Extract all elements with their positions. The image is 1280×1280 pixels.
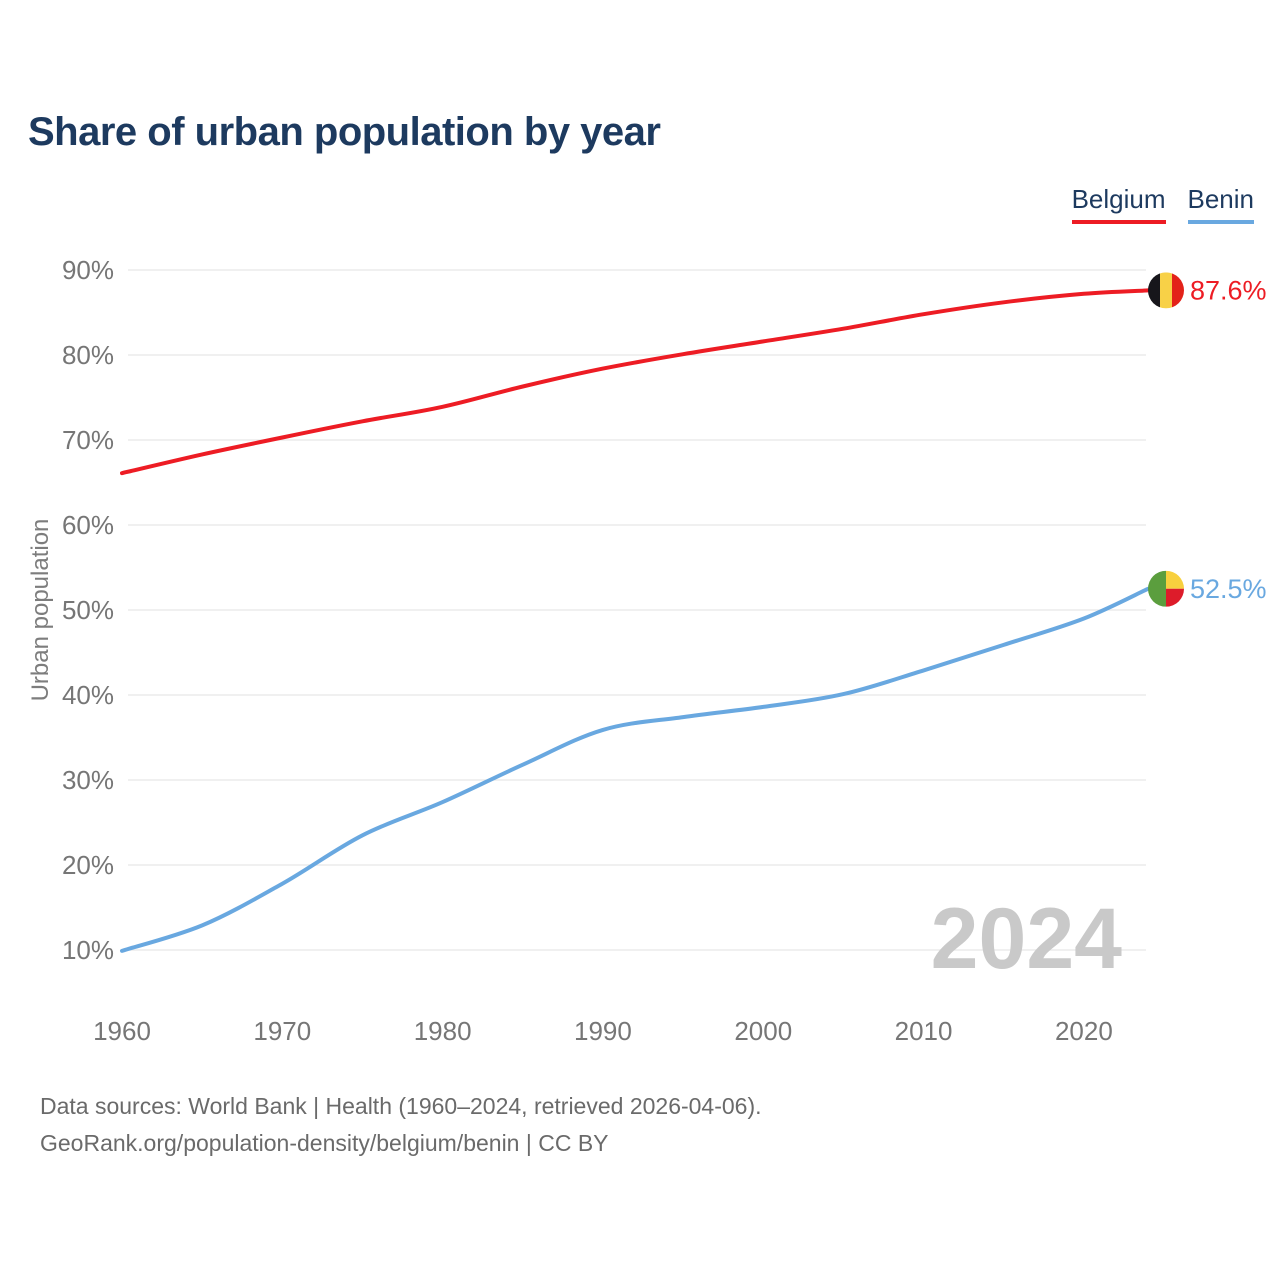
series-line-benin xyxy=(120,586,1150,953)
x-tick-label: 2020 xyxy=(1055,1016,1113,1046)
benin-end-value-label: 52.5% xyxy=(1190,574,1267,604)
flag-stripe xyxy=(1148,570,1166,607)
y-tick-label: 60% xyxy=(62,510,114,540)
flag-stripe xyxy=(1148,272,1160,309)
y-axis-title: Urban population xyxy=(27,519,54,702)
x-tick-label: 2000 xyxy=(734,1016,792,1046)
y-tick-label: 30% xyxy=(62,765,114,795)
series-line-belgium xyxy=(120,288,1150,476)
y-tick-label: 90% xyxy=(62,255,114,285)
x-tick-label: 1990 xyxy=(574,1016,632,1046)
x-tick-label: 2010 xyxy=(895,1016,953,1046)
flag-stripe xyxy=(1166,570,1184,589)
chart-footer: Data sources: World Bank | Health (1960–… xyxy=(40,1088,762,1162)
x-tick-label: 1970 xyxy=(253,1016,311,1046)
flag-stripe xyxy=(1172,272,1184,309)
x-tick-label: 1980 xyxy=(414,1016,472,1046)
belgium-flag-icon xyxy=(1148,272,1184,309)
y-tick-label: 20% xyxy=(62,850,114,880)
legend-item-benin[interactable]: Benin xyxy=(1187,184,1254,224)
flag-stripe xyxy=(1166,588,1184,607)
y-tick-label: 50% xyxy=(62,595,114,625)
benin-flag-icon xyxy=(1148,570,1184,607)
y-tick-label: 70% xyxy=(62,425,114,455)
data-sources-line: Data sources: World Bank | Health (1960–… xyxy=(40,1093,762,1119)
y-tick-label: 10% xyxy=(62,935,114,965)
y-tick-label: 40% xyxy=(62,680,114,710)
page-title: Share of urban population by year xyxy=(28,110,661,154)
chart-legend: Belgium Benin xyxy=(1071,184,1254,224)
flag-stripe xyxy=(1160,272,1172,309)
y-tick-label: 80% xyxy=(62,340,114,370)
attribution-line: GeoRank.org/population-density/belgium/b… xyxy=(40,1130,609,1156)
belgium-end-value-label: 87.6% xyxy=(1190,275,1267,305)
watermark-year: 2024 xyxy=(931,891,1122,987)
legend-item-belgium[interactable]: Belgium xyxy=(1071,184,1166,224)
x-tick-label: 1960 xyxy=(93,1016,151,1046)
